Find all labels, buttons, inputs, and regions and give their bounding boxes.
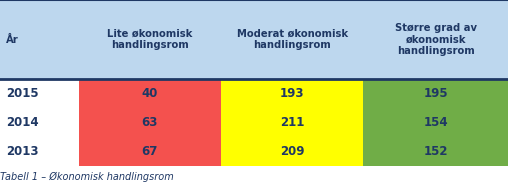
Text: Lite økonomisk
handlingsrom: Lite økonomisk handlingsrom <box>107 29 193 50</box>
Text: 195: 195 <box>423 87 448 100</box>
Text: 2015: 2015 <box>6 87 39 100</box>
FancyBboxPatch shape <box>0 137 508 166</box>
FancyBboxPatch shape <box>363 137 508 166</box>
FancyBboxPatch shape <box>0 79 508 108</box>
FancyBboxPatch shape <box>363 108 508 137</box>
Text: 2013: 2013 <box>6 145 39 158</box>
Text: Moderat økonomisk
handlingsrom: Moderat økonomisk handlingsrom <box>237 29 347 50</box>
Text: 154: 154 <box>423 116 448 129</box>
Text: Større grad av
økonomisk
handlingsrom: Større grad av økonomisk handlingsrom <box>395 23 477 56</box>
FancyBboxPatch shape <box>221 79 363 108</box>
FancyBboxPatch shape <box>0 108 508 137</box>
FancyBboxPatch shape <box>221 108 363 137</box>
FancyBboxPatch shape <box>363 79 508 108</box>
Text: Tabell 1 – Økonomisk handlingsrom: Tabell 1 – Økonomisk handlingsrom <box>0 172 174 182</box>
Text: 211: 211 <box>280 116 304 129</box>
FancyBboxPatch shape <box>0 0 508 79</box>
Text: 67: 67 <box>142 145 158 158</box>
FancyBboxPatch shape <box>79 108 221 137</box>
Text: 2014: 2014 <box>6 116 39 129</box>
Text: 152: 152 <box>423 145 448 158</box>
Text: År: År <box>6 34 19 45</box>
Text: 209: 209 <box>280 145 304 158</box>
Text: 63: 63 <box>142 116 158 129</box>
Text: 40: 40 <box>142 87 158 100</box>
FancyBboxPatch shape <box>79 137 221 166</box>
FancyBboxPatch shape <box>221 137 363 166</box>
FancyBboxPatch shape <box>79 79 221 108</box>
Text: 193: 193 <box>280 87 304 100</box>
